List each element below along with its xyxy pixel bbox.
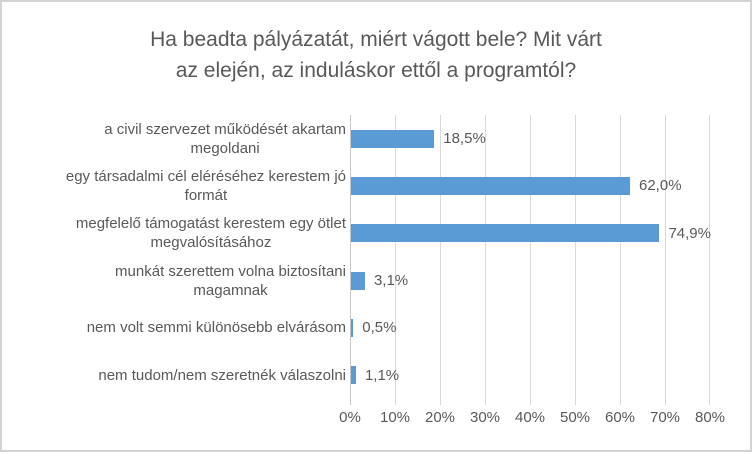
category-axis: a civil szervezet működését akartam mego… (8, 115, 346, 399)
x-axis-tick-label: 10% (379, 409, 411, 426)
bar-segment[interactable] (351, 366, 356, 385)
bar-row: 3,1% (351, 257, 711, 304)
bar-series: 18,5% 62,0% 74,9% 3,1% 0,5% 1,1% (351, 115, 711, 399)
value-label: 18,5% (443, 130, 486, 148)
x-axis-tick-label: 20% (424, 409, 456, 426)
category-label: nem tudom/nem szeretnék válaszolni (98, 366, 346, 384)
bar-segment[interactable] (351, 224, 660, 243)
gridline (620, 115, 621, 405)
category-cell: a civil szervezet működését akartam mego… (8, 115, 346, 162)
value-label: 3,1% (373, 272, 409, 290)
gridline (665, 115, 666, 405)
bar-segment[interactable] (351, 129, 435, 148)
gridline (575, 115, 576, 405)
value-label: 62,0% (639, 177, 682, 195)
plot-area: 18,5% 62,0% 74,9% 3,1% 0,5% 1,1% (350, 115, 711, 405)
x-axis-tick-label: 0% (339, 409, 361, 426)
x-axis: 0% 10% 20% 30% 40% 50% 60% 70% 80% (339, 409, 725, 431)
value-label: 0,5% (362, 319, 397, 337)
category-cell: nem tudom/nem szeretnék válaszolni (8, 352, 346, 399)
value-label: 1,1% (364, 366, 400, 384)
bar-row: 1,1% (351, 352, 711, 399)
category-cell: egy társadalmi cél eléréséhez kerestem j… (8, 162, 346, 209)
chart-title: Ha beadta pályázatát, miért vágott bele?… (2, 24, 750, 86)
bar-row: 62,0% (351, 162, 711, 209)
bar-segment[interactable] (351, 176, 630, 195)
bar-row: 0,5% (351, 304, 711, 351)
category-axis-line (350, 115, 351, 405)
gridline (440, 115, 441, 405)
x-axis-tick-label: 50% (559, 409, 591, 426)
x-axis-tick-label: 60% (604, 409, 636, 426)
x-axis-tick-label: 40% (514, 409, 546, 426)
value-label: 74,9% (668, 224, 711, 242)
bar-row: 18,5% (351, 115, 711, 162)
bar-row: 74,9% (351, 210, 711, 257)
chart-title-line: az elején, az induláskor ettől a program… (175, 59, 577, 82)
bar-segment[interactable] (351, 318, 354, 337)
x-axis-tick-label: 80% (694, 409, 726, 426)
chart-title-line: Ha beadta pályázatát, miért vágott bele?… (150, 28, 602, 51)
category-label: nem volt semmi különösebb elvárásom (86, 319, 346, 337)
category-label: megfelelő támogatást kerestem egy ötlet … (75, 215, 346, 252)
category-label: munkát szerettem volna biztosítani magam… (115, 262, 346, 299)
bar-segment[interactable] (351, 271, 365, 290)
gridline (709, 115, 710, 405)
category-label: egy társadalmi cél eléréséhez kerestem j… (65, 167, 346, 204)
x-axis-tick-label: 70% (649, 409, 681, 426)
category-cell: nem volt semmi különösebb elvárásom (8, 304, 346, 351)
category-cell: munkát szerettem volna biztosítani magam… (8, 257, 346, 304)
x-axis-tick-label: 30% (469, 409, 501, 426)
gridline (530, 115, 531, 405)
gridline (395, 115, 396, 405)
category-cell: megfelelő támogatást kerestem egy ötlet … (8, 210, 346, 257)
category-label: a civil szervezet működését akartam mego… (104, 120, 346, 157)
gridline (485, 115, 486, 405)
